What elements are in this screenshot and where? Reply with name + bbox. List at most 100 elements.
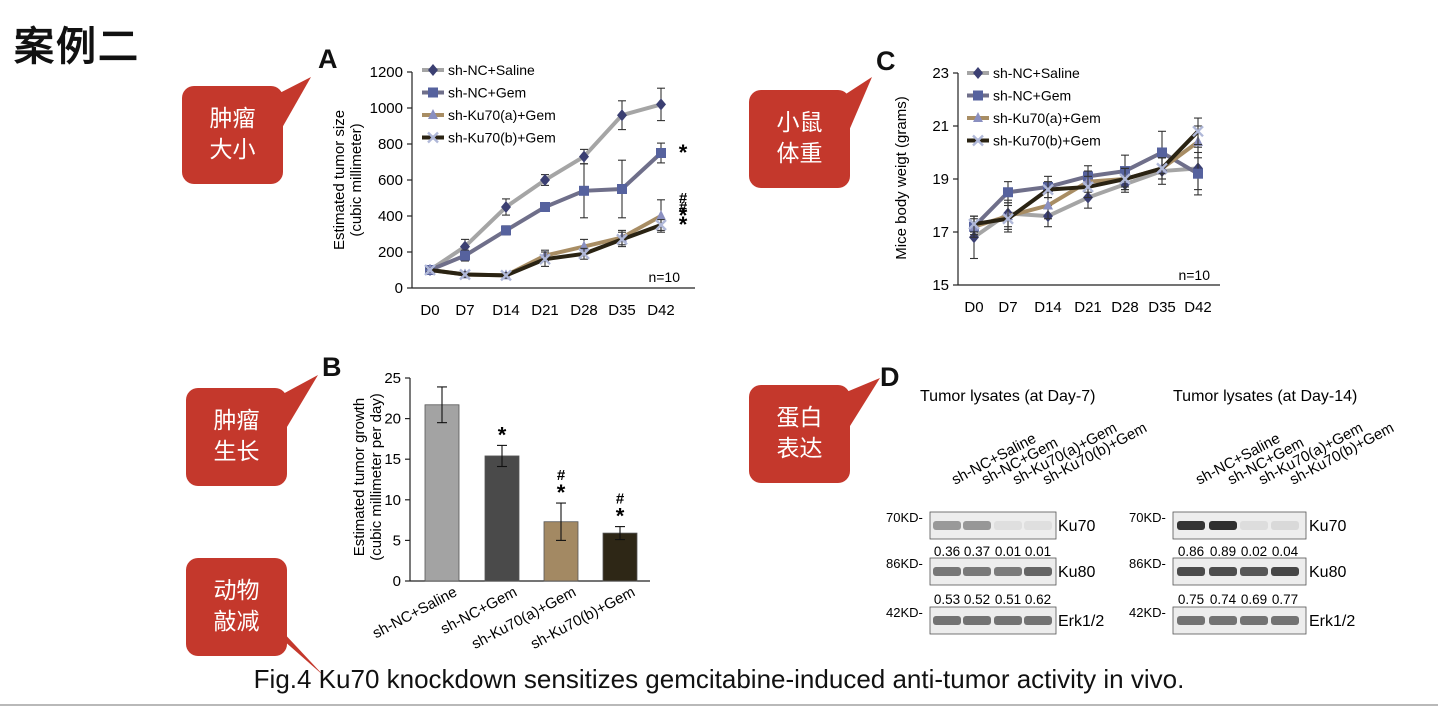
- chart-a-significance-mark-star: *: [679, 203, 688, 228]
- chart-b-y-tick-label: 5: [393, 532, 401, 549]
- chart-c-body-weight: 15 17 19 21 23 D0 D7 D14 D21 D28 D35 D42 Mice body w…: [893, 65, 1220, 316]
- chart-c-legend-marker-stroke: [972, 134, 984, 147]
- chart-b-significance-mark-star: *: [498, 422, 507, 447]
- blot-band: [963, 521, 991, 530]
- blot-quantification-value: 0.75: [1178, 592, 1204, 607]
- callout-tumor-size-shape: [182, 77, 311, 184]
- blot-band: [1209, 521, 1237, 530]
- chart-c-legend-marker: [973, 112, 983, 122]
- blot-band: [1271, 616, 1299, 625]
- callout-line: 动物: [213, 578, 260, 604]
- callout-protein-expression-shape: [749, 378, 880, 483]
- panel-letter-d: D: [880, 362, 900, 392]
- blot-quantification-value: 0.04: [1272, 544, 1299, 559]
- chart-b-x-tick-label: sh-Ku70(a)+Gem: [469, 584, 579, 653]
- blot-size-marker: 86KD-: [886, 556, 923, 571]
- callout-line: 敲减: [213, 609, 260, 635]
- blot-quantification-value: 0.74: [1210, 592, 1237, 607]
- chart-c-data-point-stroke: [1042, 183, 1054, 196]
- chart-a-legend-label: sh-Ku70(b)+Gem: [448, 130, 556, 146]
- blot-protein-label: Erk1/2: [1058, 613, 1104, 630]
- blot-band: [1271, 521, 1299, 530]
- chart-a-data-point: [579, 150, 589, 163]
- blot-band: [994, 521, 1022, 530]
- chart-a-significance-mark-hash: #: [679, 190, 688, 207]
- chart-c-data-point: [1192, 125, 1204, 138]
- panel-d-western-blot: Tumor lysates (at Day-7)sh-NC+Salinesh-N…: [886, 388, 1397, 635]
- chart-a-data-point: [616, 233, 628, 246]
- chart-c-x-tick-label: D21: [1074, 299, 1102, 316]
- chart-a-legend-marker-stroke: [427, 131, 439, 144]
- chart-a-data-point: [579, 185, 589, 196]
- chart-a-data-point: [655, 219, 667, 231]
- chart-b-tumor-growth: 0 5 10 15 20 25 Estimated tumor growth(cubic m…: [351, 370, 650, 653]
- blot-title: Tumor lysates (at Day-14): [1173, 388, 1357, 405]
- chart-c-data-point: [1003, 187, 1013, 198]
- chart-a-significance-mark-hash: #: [679, 199, 688, 216]
- blot-band: [933, 567, 961, 576]
- chart-c-data-point: [1193, 168, 1203, 179]
- chart-c-data-point-stroke: [1082, 181, 1094, 193]
- chart-c-annotation: n=10: [1178, 267, 1210, 283]
- chart-a-y-tick-label: 800: [378, 136, 403, 153]
- chart-b-bar: [484, 455, 520, 582]
- chart-c-data-point: [1119, 173, 1131, 185]
- chart-a-y-tick-label: 1200: [370, 64, 403, 81]
- callout-line: 大小: [209, 137, 256, 163]
- chart-a-data-point: [656, 98, 666, 111]
- chart-c-y-tick-label: 17: [932, 224, 949, 241]
- blot-quantification-value: 0.89: [1210, 544, 1236, 559]
- blot-quantification-value: 0.77: [1272, 592, 1298, 607]
- blot-band: [1024, 616, 1052, 625]
- chart-b-bar: [424, 404, 460, 582]
- callout-animal-knockdown: 动物 敲减: [186, 576, 287, 638]
- chart-b-y-tick-label: 15: [384, 451, 401, 468]
- chart-b-y-tick-label: 0: [393, 573, 401, 590]
- chart-c-y-axis-label-line: Mice body weigt (grams): [893, 96, 910, 259]
- blot-quantification-value: 0.62: [1025, 592, 1051, 607]
- chart-b-bar: [602, 532, 638, 582]
- blot-0: Tumor lysates (at Day-7)sh-NC+Salinesh-N…: [886, 388, 1150, 635]
- chart-c-y-axis-label: Mice body weigt (grams): [893, 96, 910, 259]
- blot-size-marker: 42KD-: [1129, 605, 1166, 620]
- chart-a-data-point: [540, 202, 550, 212]
- blot-band: [994, 616, 1022, 625]
- chart-a-significance-mark-star: *: [679, 212, 688, 237]
- chart-c-y-tick-label: 23: [932, 65, 949, 82]
- callout-line: 表达: [776, 436, 823, 462]
- chart-a-data-point: [501, 225, 511, 236]
- chart-a-data-point: [617, 109, 627, 122]
- blot-band: [1177, 616, 1205, 625]
- blot-quantification-value: 0.01: [1025, 544, 1051, 559]
- chart-a-x-tick-label: D42: [647, 302, 675, 319]
- chart-c-data-point-stroke: [1156, 162, 1168, 175]
- callout-body-weight: 小鼠 体重: [749, 108, 850, 170]
- blot-1: Tumor lysates (at Day-14)sh-NC+Salinesh-…: [1129, 388, 1397, 635]
- blot-quantification-value: 0.53: [934, 592, 960, 607]
- chart-c-series-3: [968, 117, 1204, 233]
- chart-c-legend-label: sh-Ku70(b)+Gem: [993, 133, 1101, 149]
- chart-b-significance-mark-hash: #: [616, 491, 625, 508]
- chart-c-data-point: [1002, 212, 1014, 225]
- chart-a-data-point: [539, 253, 551, 266]
- chart-a-y-tick-label: 200: [378, 244, 403, 261]
- chart-c-legend-label: sh-NC+Saline: [993, 65, 1080, 81]
- chart-c-data-point: [1156, 162, 1168, 175]
- chart-a-x-tick-label: D7: [455, 302, 474, 319]
- chart-a-data-point-stroke: [539, 253, 551, 266]
- chart-a-data-point: [656, 210, 666, 220]
- blot-protein-label: Ku80: [1309, 564, 1346, 581]
- chart-a-legend-label: sh-Ku70(a)+Gem: [448, 107, 556, 123]
- blot-band: [1240, 521, 1268, 530]
- chart-a-data-point: [540, 174, 550, 186]
- blot-protein-label: Erk1/2: [1309, 613, 1355, 630]
- blot-band: [1177, 567, 1205, 576]
- chart-c-x-tick-label: D28: [1111, 299, 1139, 316]
- chart-c-legend-label: sh-NC+Gem: [993, 88, 1071, 104]
- chart-a-data-point: [460, 250, 470, 261]
- chart-a-significance-mark-star: *: [679, 140, 688, 165]
- callout-tumor-growth-shape: [186, 375, 318, 486]
- bottom-divider: [0, 704, 1438, 706]
- blot-band: [1177, 521, 1205, 530]
